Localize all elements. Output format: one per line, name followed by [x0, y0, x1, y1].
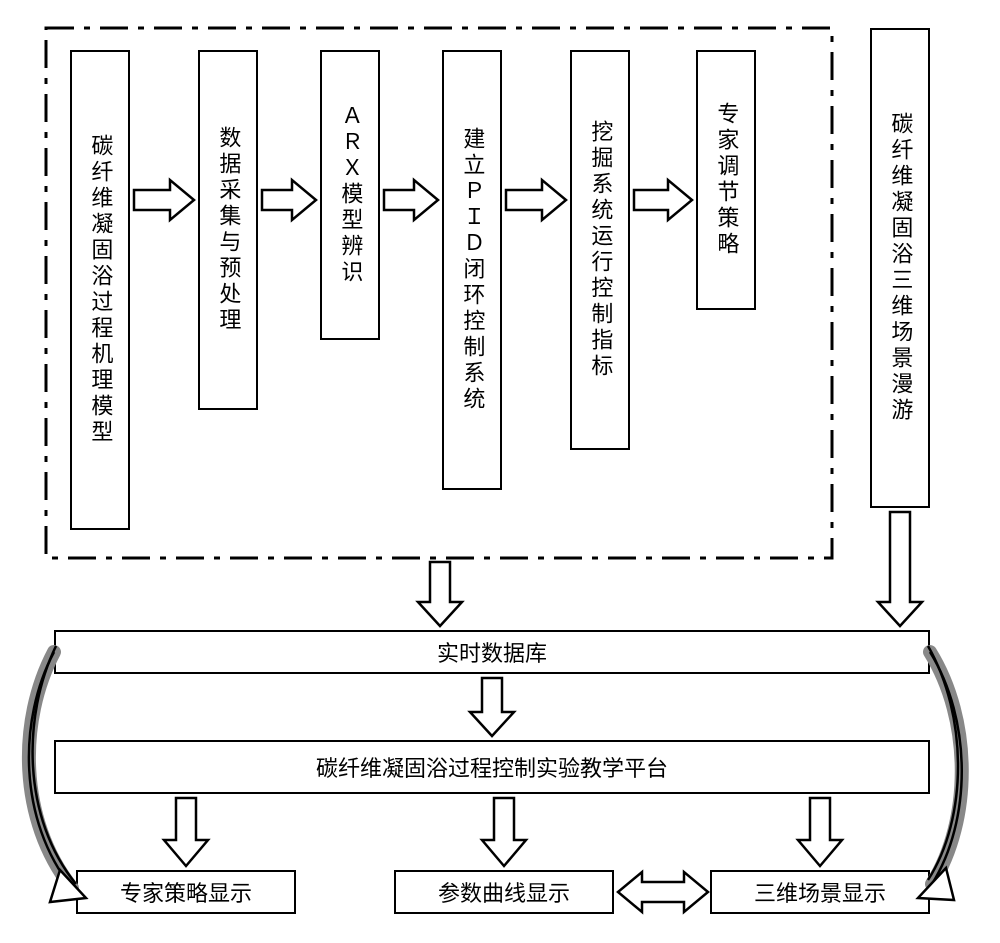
- node-pid-system: 建立ＰＩＤ闭环控制系统: [442, 50, 502, 490]
- node-label: 数据采集与预处理: [213, 126, 244, 334]
- node-realtime-db: 实时数据库: [54, 630, 930, 674]
- node-label: 碳纤维凝固浴过程控制实验教学平台: [316, 751, 668, 783]
- node-arx-model: ＡＲＸ模型辨识: [320, 50, 380, 340]
- node-label: ＡＲＸ模型辨识: [335, 104, 366, 286]
- node-mechanism-model: 碳纤维凝固浴过程机理模型: [70, 50, 130, 530]
- node-label: 实时数据库: [437, 636, 547, 668]
- node-label: 专家调节策略: [711, 102, 742, 258]
- node-3d-display: 三维场景显示: [710, 870, 930, 914]
- node-expert-display: 专家策略显示: [76, 870, 296, 914]
- node-label: 专家策略显示: [120, 876, 252, 908]
- diagram-canvas: 碳纤维凝固浴过程机理模型 数据采集与预处理 ＡＲＸ模型辨识 建立ＰＩＤ闭环控制系…: [0, 0, 1000, 943]
- node-data-preprocess: 数据采集与预处理: [198, 50, 258, 410]
- node-expert-strategy: 专家调节策略: [696, 50, 756, 310]
- node-curve-display: 参数曲线显示: [394, 870, 614, 914]
- node-label: 碳纤维凝固浴过程机理模型: [85, 134, 116, 446]
- node-label: 挖掘系统运行控制指标: [585, 120, 616, 380]
- node-label: 三维场景显示: [754, 876, 886, 908]
- node-label: 参数曲线显示: [438, 876, 570, 908]
- node-label: 碳纤维凝固浴三维场景漫游: [885, 112, 916, 424]
- node-3d-scene-roam: 碳纤维凝固浴三维场景漫游: [870, 28, 930, 508]
- node-control-index: 挖掘系统运行控制指标: [570, 50, 630, 450]
- node-teaching-platform: 碳纤维凝固浴过程控制实验教学平台: [54, 740, 930, 794]
- node-label: 建立ＰＩＤ闭环控制系统: [457, 127, 488, 413]
